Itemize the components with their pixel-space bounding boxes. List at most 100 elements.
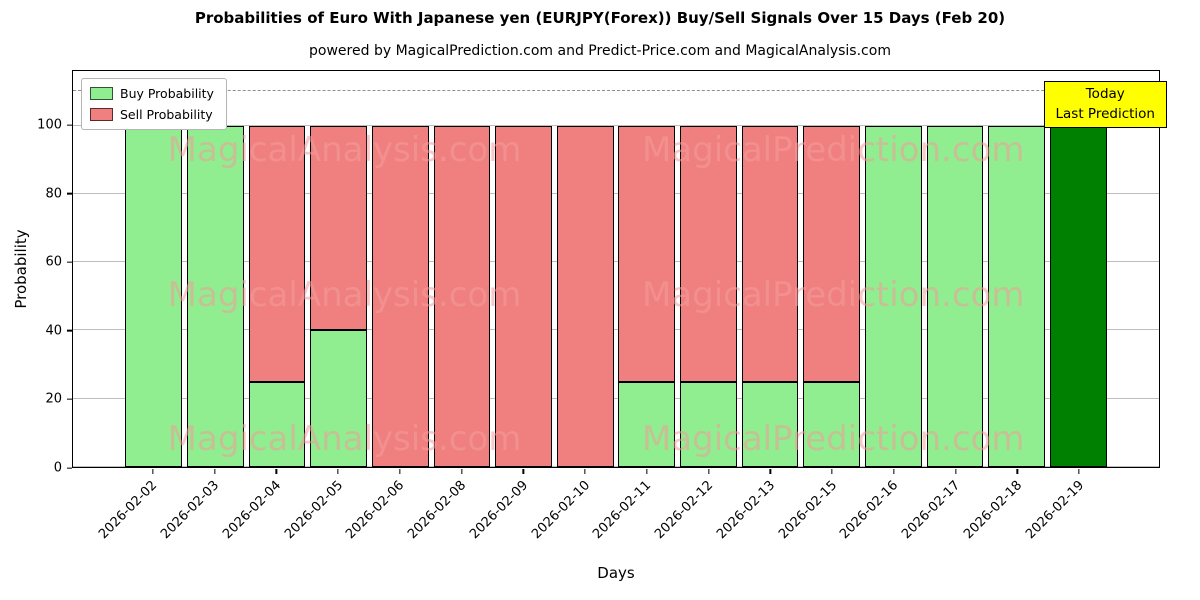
gridline [73, 124, 1159, 126]
legend: Buy Probability Sell Probability [81, 78, 227, 130]
gridline [73, 329, 1159, 331]
x-tick-mark [646, 469, 648, 474]
buy-segment [187, 125, 244, 467]
buy-segment [864, 125, 922, 467]
y-tick-label: 100 [37, 117, 62, 133]
bar-group [556, 71, 614, 467]
x-tick-label: 2026-02-19 [1022, 478, 1087, 543]
x-tick-mark [460, 469, 463, 474]
y-tick-mark [67, 192, 72, 195]
y-tick-label: 40 [45, 323, 62, 339]
buy-segment [618, 381, 676, 467]
gridline [73, 192, 1159, 194]
x-tick-mark [831, 469, 833, 474]
x-tick-mark [522, 469, 525, 474]
sell-segment [495, 125, 552, 467]
today-annotation: Today Last Prediction [1043, 81, 1167, 129]
x-tick-label: 2026-02-13 [713, 478, 778, 543]
bar-group [618, 71, 676, 467]
bar-group [741, 71, 799, 467]
y-tick-mark [67, 330, 72, 332]
buy-segment [680, 381, 737, 467]
x-axis-label: Days [597, 564, 635, 582]
buy-segment [1049, 125, 1107, 467]
buy-segment [310, 330, 367, 467]
x-tick-mark [275, 469, 278, 474]
annotation-line2: Last Prediction [1055, 105, 1155, 122]
legend-label-buy: Buy Probability [120, 86, 214, 101]
buy-segment [125, 125, 183, 467]
buy-segment [926, 125, 984, 467]
x-tick-mark [214, 469, 216, 474]
annotation-line1: Today [1085, 86, 1125, 102]
bar-group [803, 71, 861, 467]
y-tick-label: 80 [45, 186, 62, 202]
bar-group [310, 71, 367, 467]
x-tick-label: 2026-02-18 [960, 478, 1025, 543]
y-tick-label: 0 [53, 460, 62, 476]
chart-title: Probabilities of Euro With Japanese yen … [194, 9, 1006, 27]
plot-area: Buy Probability Sell Probability Today L… [72, 70, 1167, 468]
sell-segment [803, 125, 861, 382]
y-tick-mark [67, 124, 72, 126]
sell-segment [680, 125, 737, 382]
sell-segment [741, 125, 799, 382]
x-tick-mark [707, 469, 710, 474]
x-tick-label: 2026-02-05 [281, 478, 346, 543]
x-tick-mark [893, 469, 895, 474]
gridline [73, 397, 1159, 399]
y-axis-ticks: 0 20 40 60 80 100 [0, 70, 72, 476]
x-tick-label: 2026-02-09 [466, 478, 531, 543]
x-tick-label: 2026-02-10 [528, 478, 593, 543]
x-tick-mark [954, 469, 957, 474]
sell-segment [248, 125, 306, 382]
bar-group [125, 71, 183, 467]
x-tick-label: 2026-02-17 [899, 478, 964, 543]
bar-group [495, 71, 552, 467]
bar-group [988, 71, 1045, 467]
x-tick-label: 2026-02-08 [405, 478, 470, 543]
x-tick-mark [769, 469, 772, 474]
x-tick-label: 2026-02-02 [96, 478, 161, 543]
bar-group [248, 71, 306, 467]
buy-segment [741, 381, 799, 467]
gridline [73, 466, 1159, 467]
gridline [73, 261, 1159, 263]
sell-segment [310, 125, 367, 331]
x-tick-mark [1016, 469, 1018, 474]
bar-group [864, 71, 922, 467]
sell-segment [371, 125, 429, 467]
x-axis-ticks: 2026-02-02 2026-02-03 2026-02-04 2026-02-05… [72, 469, 1160, 569]
y-tick-mark [67, 467, 72, 469]
x-tick-label: 2026-02-12 [652, 478, 717, 543]
x-tick-mark [399, 469, 401, 474]
y-tick-mark [67, 261, 72, 263]
buy-segment [803, 381, 861, 467]
bar-group [1049, 71, 1107, 467]
x-tick-mark [337, 469, 339, 474]
x-tick-label: 2026-02-06 [343, 478, 408, 543]
x-tick-label: 2026-02-11 [590, 478, 655, 543]
legend-label-sell: Sell Probability [120, 107, 213, 122]
bar-group [926, 71, 984, 467]
bar-group [187, 71, 244, 467]
y-tick-label: 60 [45, 254, 62, 270]
x-tick-label: 2026-02-04 [219, 478, 285, 543]
bar-group [680, 71, 737, 467]
buy-segment [988, 125, 1045, 467]
legend-item-buy: Buy Probability [90, 86, 214, 101]
dashed-threshold-line [73, 90, 1159, 92]
buy-swatch [90, 87, 113, 100]
sell-segment [433, 125, 491, 467]
x-tick-label: 2026-02-16 [837, 478, 902, 543]
x-tick-mark [584, 469, 586, 474]
sell-segment [618, 125, 676, 382]
y-tick-mark [67, 398, 72, 401]
bar-group [371, 71, 429, 467]
bar-group [433, 71, 491, 467]
x-tick-mark [152, 469, 154, 474]
chart-subtitle: powered by MagicalPrediction.com and Pre… [309, 43, 891, 59]
sell-swatch [90, 108, 113, 121]
sell-segment [556, 125, 614, 467]
